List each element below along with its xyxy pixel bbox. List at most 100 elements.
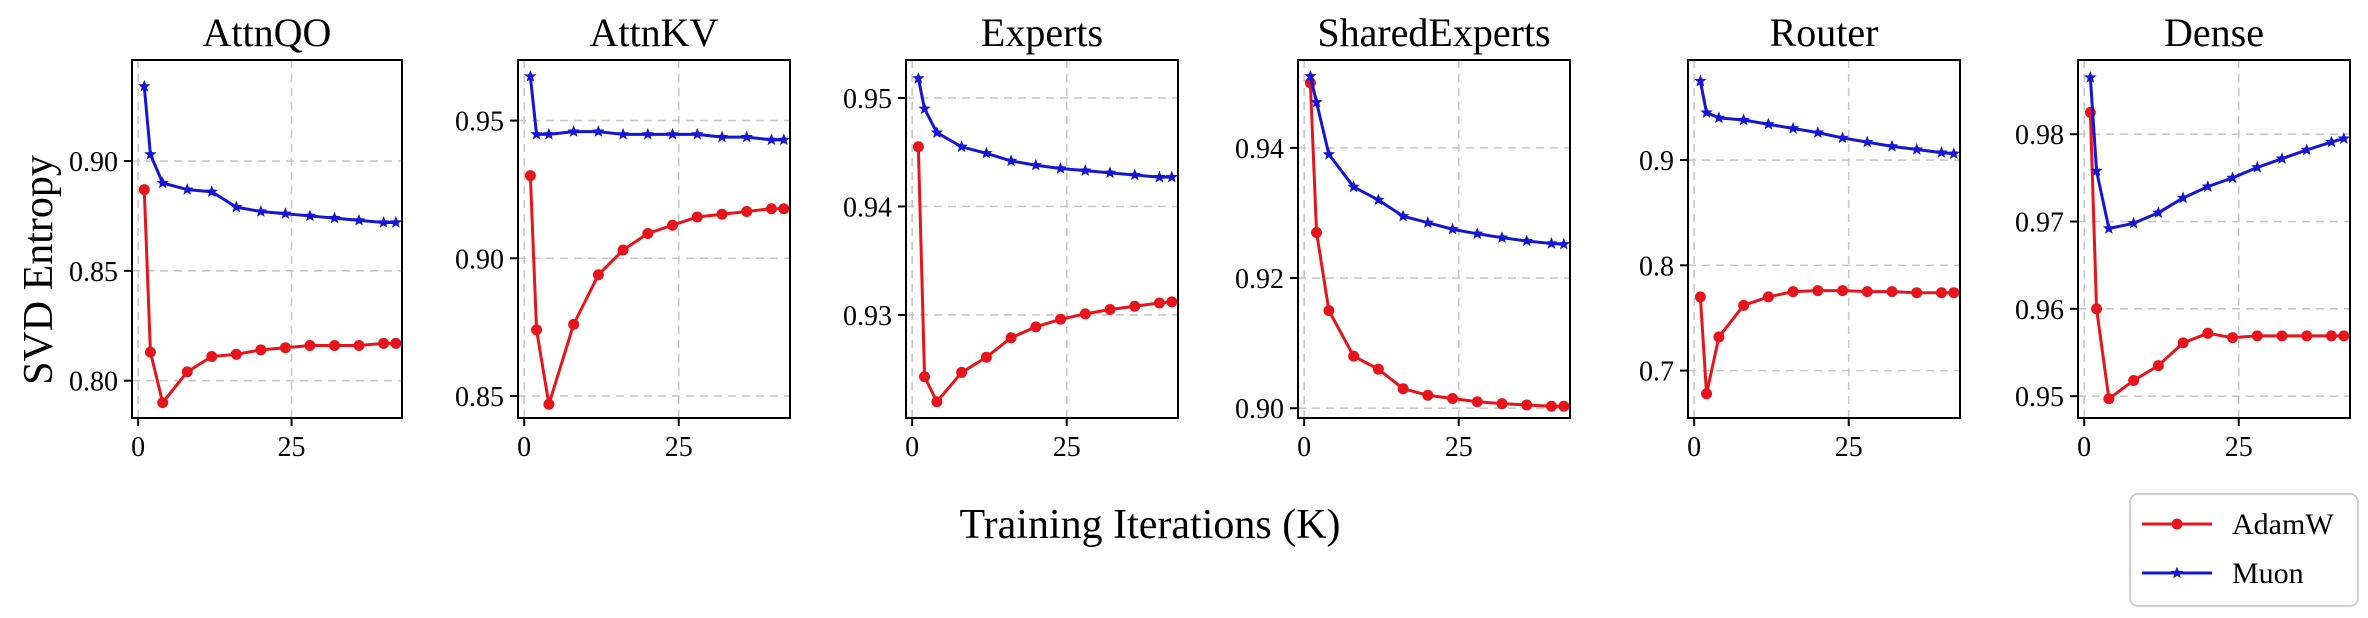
y-tick-label: 0.95 (843, 84, 892, 115)
series-line-muon (528, 76, 784, 142)
data-point-adamw (1738, 299, 1750, 311)
data-point-muon (2084, 70, 2097, 83)
data-point-adamw (691, 211, 703, 223)
data-point-muon (1128, 168, 1141, 181)
subplot-title: Dense (2164, 10, 2264, 55)
data-point-adamw (1886, 286, 1898, 298)
plot-frame (1687, 59, 1961, 419)
data-point-adamw (1496, 398, 1508, 410)
series-line-muon (916, 78, 1172, 179)
data-point-adamw (1694, 291, 1706, 303)
x-tick-label: 25 (1445, 432, 1473, 463)
data-point-muon (2176, 191, 2190, 204)
data-point-adamw (144, 346, 156, 358)
data-point-adamw (1558, 400, 1570, 412)
y-tick-label: 0.8 (1639, 251, 1674, 282)
data-point-muon (524, 70, 537, 82)
x-tick-label: 0 (2077, 432, 2091, 463)
data-point-muon (2127, 216, 2140, 229)
data-point-adamw (980, 351, 992, 363)
series-line-muon (142, 86, 396, 225)
data-point-muon (1396, 209, 1410, 222)
data-point-muon (1545, 237, 1558, 249)
data-point-adamw (390, 337, 402, 349)
data-point-adamw (1055, 313, 1067, 325)
data-point-muon (138, 79, 151, 92)
data-point-muon (1165, 170, 1178, 183)
data-point-adamw (716, 208, 728, 220)
data-point-adamw (778, 203, 790, 215)
data-point-adamw (531, 324, 543, 336)
data-point-adamw (1104, 304, 1116, 316)
data-point-adamw (1911, 287, 1923, 299)
data-point-adamw (304, 340, 316, 352)
data-point-muon (918, 102, 931, 115)
series-line-muon (1308, 75, 1564, 246)
data-point-muon (279, 207, 292, 219)
y-axis-label: SVD Entropy (16, 155, 62, 385)
data-point-adamw (2177, 337, 2189, 349)
data-point-muon (2152, 206, 2165, 219)
data-point-adamw (543, 398, 555, 410)
data-point-adamw (1397, 383, 1409, 395)
data-point-adamw (138, 184, 150, 196)
data-point-muon (205, 185, 218, 198)
data-point-adamw (181, 366, 193, 378)
legend-box (2129, 493, 2359, 607)
data-point-adamw (1545, 400, 1557, 412)
data-point-adamw (524, 170, 536, 182)
data-point-muon (2275, 152, 2289, 164)
data-point-muon (1557, 237, 1570, 250)
data-point-adamw (2251, 330, 2263, 342)
x-tick-label: 25 (1835, 432, 1863, 463)
data-point-muon (1103, 166, 1117, 179)
data-point-adamw (1129, 300, 1141, 312)
y-tick-label: 0.93 (843, 301, 892, 332)
data-point-adamw (1422, 389, 1434, 401)
data-point-muon (912, 71, 925, 84)
data-point-muon (1029, 158, 1042, 171)
data-point-adamw (2091, 303, 2103, 315)
data-point-adamw (2227, 332, 2239, 344)
data-point-adamw (1079, 308, 1091, 320)
y-tick-label: 0.9 (1639, 146, 1674, 177)
data-point-adamw (667, 219, 679, 231)
series-line-muon (1698, 80, 1954, 156)
legend-marker-adamw (2171, 518, 2183, 530)
data-point-muon (616, 127, 630, 140)
data-point-muon (765, 133, 778, 146)
data-point-muon (181, 183, 194, 195)
data-point-adamw (741, 205, 753, 217)
data-point-muon (1737, 113, 1750, 126)
data-point-adamw (1447, 392, 1459, 404)
data-point-adamw (956, 366, 968, 378)
x-tick-label: 25 (278, 432, 306, 463)
subplot-sharedexperts: 0 25 0.90 0.92 0.94 SharedExperts (1235, 10, 1571, 463)
data-point-adamw (2128, 374, 2140, 386)
data-point-muon (328, 211, 341, 224)
data-point-adamw (617, 244, 629, 256)
data-point-muon (1811, 126, 1824, 138)
data-point-muon (530, 127, 543, 140)
y-tick-label: 0.97 (2015, 208, 2064, 239)
data-point-adamw (1713, 331, 1725, 343)
data-point-muon (377, 216, 390, 228)
data-point-adamw (378, 337, 390, 349)
data-point-muon (1153, 170, 1166, 183)
data-point-muon (980, 146, 993, 159)
plot-frame (1297, 59, 1571, 419)
series-line-adamw (2088, 112, 2344, 401)
data-point-muon (1372, 193, 1385, 206)
x-tick-label: 0 (1297, 432, 1311, 463)
subplot-title: AttnQO (203, 10, 332, 55)
data-point-muon (352, 213, 366, 226)
data-point-muon (389, 216, 403, 228)
data-point-adamw (353, 340, 365, 352)
data-point-adamw (765, 203, 777, 215)
data-point-adamw (255, 344, 267, 356)
plot-frame (905, 59, 1179, 419)
data-point-adamw (230, 348, 242, 360)
y-tick-label: 0.90 (1235, 394, 1284, 425)
